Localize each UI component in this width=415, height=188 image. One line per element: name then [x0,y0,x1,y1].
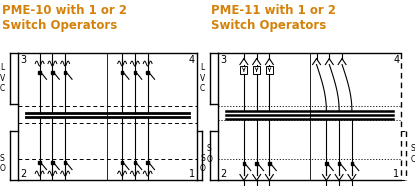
Bar [51,161,54,164]
Text: 1: 1 [393,169,399,179]
Bar [146,71,149,74]
Bar [134,71,136,74]
Bar [134,161,136,164]
Text: S
O: S O [0,154,5,173]
Bar [253,66,260,74]
Text: S
O: S O [207,144,212,164]
Text: 4: 4 [189,55,195,65]
Text: S
O: S O [200,154,205,173]
Bar [64,161,66,164]
Text: 4: 4 [393,55,399,65]
Bar [51,71,54,74]
Bar [121,71,123,74]
Text: 2: 2 [220,169,227,179]
Text: PME-11 with 1 or 2
Switch Operators: PME-11 with 1 or 2 Switch Operators [212,4,337,32]
Bar [338,162,340,165]
Bar [146,161,149,164]
Text: S
O: S O [411,144,415,164]
Text: 3: 3 [20,55,26,65]
Bar [121,161,123,164]
Bar [325,162,327,165]
Text: L
V
C: L V C [0,63,5,93]
Bar [64,71,66,74]
Bar [38,161,41,164]
Bar [266,66,273,74]
Text: 1: 1 [189,169,195,179]
Text: 2: 2 [20,169,26,179]
Bar [240,66,247,74]
Bar [268,162,271,165]
Text: L
V
C: L V C [200,63,205,93]
Bar [351,162,353,165]
Bar [38,71,41,74]
Bar [243,162,245,165]
Text: 3: 3 [220,55,227,65]
Text: PME-10 with 1 or 2
Switch Operators: PME-10 with 1 or 2 Switch Operators [2,4,127,32]
Bar [255,162,258,165]
